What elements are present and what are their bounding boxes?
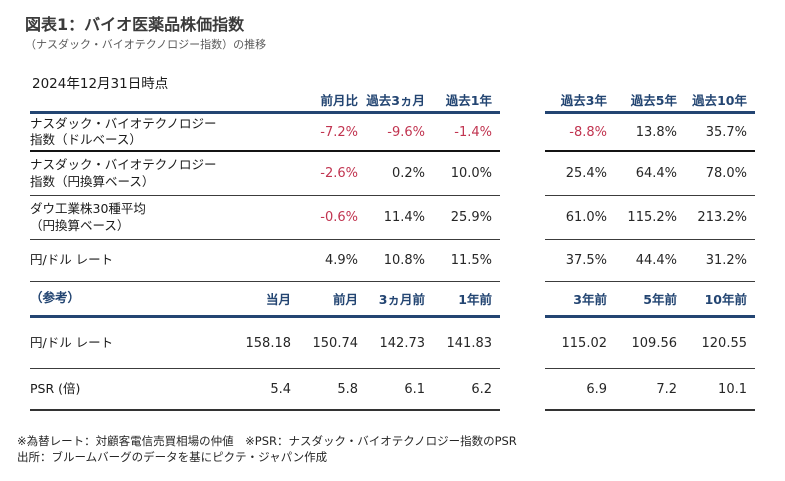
- value-cell: 0.2%: [391, 166, 425, 181]
- row-label: ダウ工業株30種平均 （円換算ベース）: [30, 201, 146, 233]
- value-cell: 7.2: [656, 381, 677, 397]
- col-header-5y-ago: 5年前: [643, 292, 677, 307]
- value-cell: 115.02: [561, 335, 608, 351]
- table-row-dow-jpy: ダウ工業株30種平均 （円換算ベース） -0.6% 11.4% 25.9% 61…: [30, 196, 755, 240]
- table-row-nbi-usd: ナスダック・バイオテクノロジー 指数（ドルベース） -7.2% -9.6% -1…: [30, 114, 755, 152]
- footnote-line-2: 出所：ブルームバーグのデータを基にピクテ・ジャパン作成: [17, 449, 328, 464]
- col-header-3m-ago: 3ヵ月前: [378, 292, 425, 307]
- col-header-3m: 過去3ヵ月: [366, 93, 425, 108]
- value-cell: 44.4%: [635, 253, 677, 268]
- as-of-date: 2024年12月31日時点: [32, 76, 169, 92]
- col-header-mom: 前月比: [320, 93, 358, 108]
- col-header-1y-ago: 1年前: [458, 292, 492, 307]
- value-cell: -7.2%: [320, 124, 358, 140]
- performance-header-row: 前月比 過去3ヵ月 過去1年 過去3年 過去5年 過去10年: [30, 88, 755, 114]
- value-cell: 158.18: [245, 335, 292, 351]
- value-cell: 37.5%: [565, 253, 607, 268]
- col-header-prev-month: 前月: [332, 292, 358, 307]
- value-cell: -8.8%: [569, 124, 607, 140]
- value-cell: 6.2: [471, 381, 492, 397]
- value-cell: 11.5%: [450, 253, 492, 268]
- page-title: 図表1：バイオ医薬品株価指数: [25, 15, 245, 34]
- col-header-current-month: 当月: [265, 292, 291, 307]
- value-cell: 31.2%: [705, 253, 747, 268]
- col-header-5y: 過去5年: [630, 93, 677, 108]
- value-cell: 142.73: [379, 335, 426, 351]
- value-cell: -9.6%: [387, 124, 425, 140]
- value-cell: 109.56: [631, 335, 678, 351]
- value-cell: -1.4%: [454, 124, 492, 140]
- value-cell: 213.2%: [697, 210, 747, 225]
- table-row-jpyusd-level: 円/ドル レート 158.18 150.74 142.73 141.83 115…: [30, 318, 755, 369]
- col-header-3y-ago: 3年前: [573, 292, 607, 307]
- reference-section-label: （参考）: [30, 290, 81, 306]
- row-label: PSR (倍): [30, 380, 81, 396]
- value-cell: 6.1: [404, 381, 425, 397]
- value-cell: 61.0%: [565, 210, 607, 225]
- value-cell: 5.8: [337, 381, 358, 397]
- value-cell: 141.83: [446, 335, 493, 351]
- col-header-3y: 過去3年: [560, 93, 607, 108]
- row-label: 円/ドル レート: [30, 334, 114, 350]
- reference-header-row: （参考） 当月 前月 3ヵ月前 1年前 3年前 5年前 10年前: [30, 282, 755, 318]
- value-cell: 10.1: [718, 381, 747, 397]
- value-cell: 11.4%: [383, 210, 425, 225]
- table-row-psr: PSR (倍) 5.4 5.8 6.1 6.2 6.9 7.2 10.1: [30, 369, 755, 411]
- value-cell: 6.9: [586, 381, 607, 397]
- value-cell: 35.7%: [705, 124, 747, 140]
- footnote-line-1: ※為替レート：対顧客電信売買相場の仲値 ※PSR：ナスダック・バイオテクノロジー…: [17, 434, 517, 448]
- value-cell: 4.9%: [324, 253, 358, 268]
- value-cell: 150.74: [312, 335, 359, 351]
- row-label: 円/ドル レート: [30, 252, 114, 268]
- col-header-10y: 過去10年: [692, 93, 747, 108]
- col-header-1y: 過去1年: [445, 93, 492, 108]
- footnotes: ※為替レート：対顧客電信売買相場の仲値 ※PSR：ナスダック・バイオテクノロジー…: [17, 434, 517, 465]
- row-label: ナスダック・バイオテクノロジー 指数（ドルベース）: [30, 115, 217, 147]
- value-cell: 64.4%: [635, 166, 677, 181]
- value-cell: 10.0%: [450, 166, 492, 181]
- value-cell: 13.8%: [635, 124, 677, 140]
- table-row-nbi-jpy: ナスダック・バイオテクノロジー 指数（円換算ベース） -2.6% 0.2% 10…: [30, 152, 755, 196]
- value-cell: 5.4: [270, 381, 291, 397]
- table-row-jpyusd-pct: 円/ドル レート 4.9% 10.8% 11.5% 37.5% 44.4% 31…: [30, 240, 755, 282]
- row-label: ナスダック・バイオテクノロジー 指数（円換算ベース）: [30, 157, 217, 189]
- page-subtitle: （ナスダック・バイオテクノロジー指数）の推移: [25, 38, 267, 51]
- value-cell: 120.55: [701, 335, 748, 351]
- value-cell: 25.4%: [565, 166, 607, 181]
- value-cell: 25.9%: [450, 210, 492, 225]
- value-cell: -2.6%: [320, 166, 358, 181]
- col-header-10y-ago: 10年前: [704, 292, 747, 307]
- value-cell: 115.2%: [627, 210, 677, 225]
- value-cell: 78.0%: [705, 166, 747, 181]
- value-cell: 10.8%: [383, 253, 425, 268]
- value-cell: -0.6%: [320, 210, 358, 225]
- performance-table: 前月比 過去3ヵ月 過去1年 過去3年 過去5年 過去10年 ナスダック・バイオ…: [30, 88, 755, 411]
